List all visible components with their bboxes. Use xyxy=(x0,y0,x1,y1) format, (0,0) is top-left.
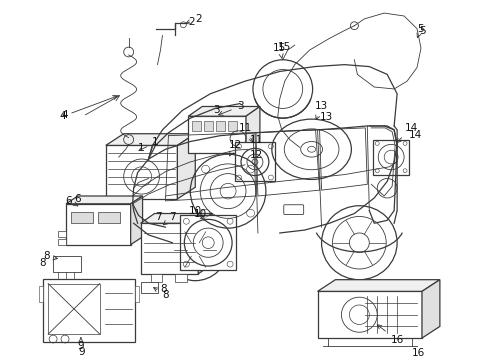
Bar xyxy=(188,116,245,153)
Bar xyxy=(43,279,134,342)
FancyBboxPatch shape xyxy=(283,205,303,215)
Text: 8: 8 xyxy=(43,251,57,261)
Bar xyxy=(71,212,93,223)
Text: 15: 15 xyxy=(277,42,290,52)
Text: 10: 10 xyxy=(188,206,205,220)
Bar xyxy=(227,121,237,131)
Bar xyxy=(235,143,274,181)
Text: 4: 4 xyxy=(60,96,117,121)
Polygon shape xyxy=(317,280,439,291)
Bar xyxy=(372,140,408,175)
Polygon shape xyxy=(421,280,439,338)
Text: 2: 2 xyxy=(188,17,195,27)
Text: 3: 3 xyxy=(218,102,243,115)
Bar xyxy=(66,204,130,245)
Polygon shape xyxy=(177,134,195,199)
Text: 7: 7 xyxy=(155,212,162,221)
Text: 16: 16 xyxy=(411,348,425,358)
Bar xyxy=(134,287,138,302)
Text: 2: 2 xyxy=(185,14,201,24)
Text: 8: 8 xyxy=(153,288,168,300)
Bar xyxy=(204,121,213,131)
Text: 9: 9 xyxy=(78,347,84,357)
Text: 14: 14 xyxy=(396,123,417,143)
Text: 3: 3 xyxy=(213,104,219,114)
Text: 1: 1 xyxy=(137,143,144,153)
Bar xyxy=(150,274,162,282)
Polygon shape xyxy=(105,134,195,145)
Bar xyxy=(58,231,66,237)
Bar xyxy=(105,145,177,199)
Text: 5: 5 xyxy=(416,24,424,37)
Bar xyxy=(175,274,187,282)
Polygon shape xyxy=(66,196,142,204)
Text: 16: 16 xyxy=(376,325,403,345)
Text: 7: 7 xyxy=(163,212,175,225)
Text: 11: 11 xyxy=(238,123,253,142)
Text: 15: 15 xyxy=(273,43,286,59)
Text: 8: 8 xyxy=(160,284,167,293)
Bar xyxy=(317,291,421,338)
Text: 4: 4 xyxy=(61,111,67,120)
Bar xyxy=(141,282,158,293)
Text: 14: 14 xyxy=(408,130,422,140)
Text: 5: 5 xyxy=(418,26,425,36)
Bar xyxy=(216,121,224,131)
Text: 8: 8 xyxy=(39,258,46,268)
Text: 6: 6 xyxy=(74,194,81,204)
Text: 9: 9 xyxy=(78,338,84,351)
Bar xyxy=(58,239,66,245)
Polygon shape xyxy=(188,107,260,116)
Polygon shape xyxy=(198,213,212,274)
Text: 13: 13 xyxy=(319,112,332,122)
Bar xyxy=(48,284,100,334)
Bar xyxy=(53,256,81,272)
Bar xyxy=(192,121,201,131)
Polygon shape xyxy=(245,107,260,153)
Text: 12: 12 xyxy=(228,140,241,156)
Bar xyxy=(180,216,236,270)
Text: 10: 10 xyxy=(194,209,207,219)
Bar xyxy=(141,223,198,274)
Text: 12: 12 xyxy=(249,150,263,160)
Polygon shape xyxy=(141,213,212,223)
Text: 1: 1 xyxy=(139,138,159,150)
Text: 6: 6 xyxy=(65,196,78,206)
Text: 11: 11 xyxy=(249,135,263,145)
Bar xyxy=(98,212,120,223)
Polygon shape xyxy=(130,196,142,245)
Bar xyxy=(39,287,43,302)
Text: 13: 13 xyxy=(314,102,327,120)
